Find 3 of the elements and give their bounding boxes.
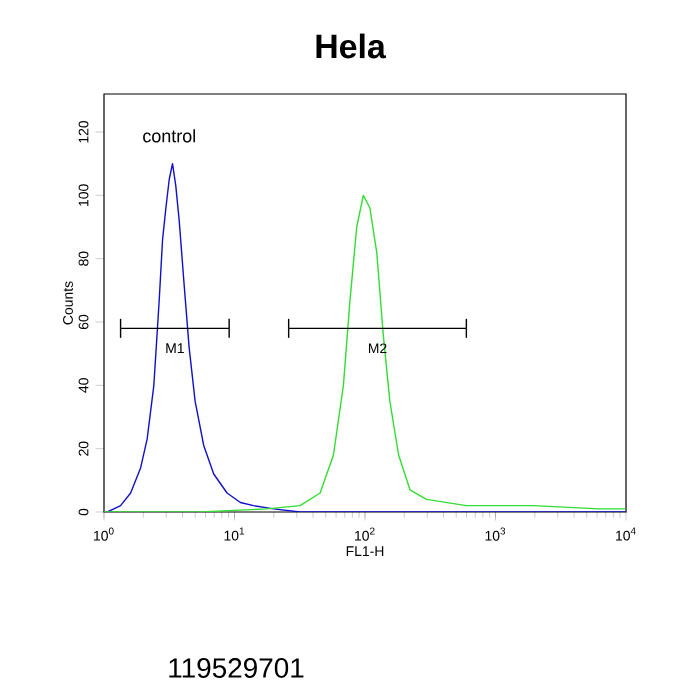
chart-title: Hela [316, 33, 386, 59]
annotation: control [143, 129, 195, 143]
text: 119529701 [169, 658, 304, 678]
